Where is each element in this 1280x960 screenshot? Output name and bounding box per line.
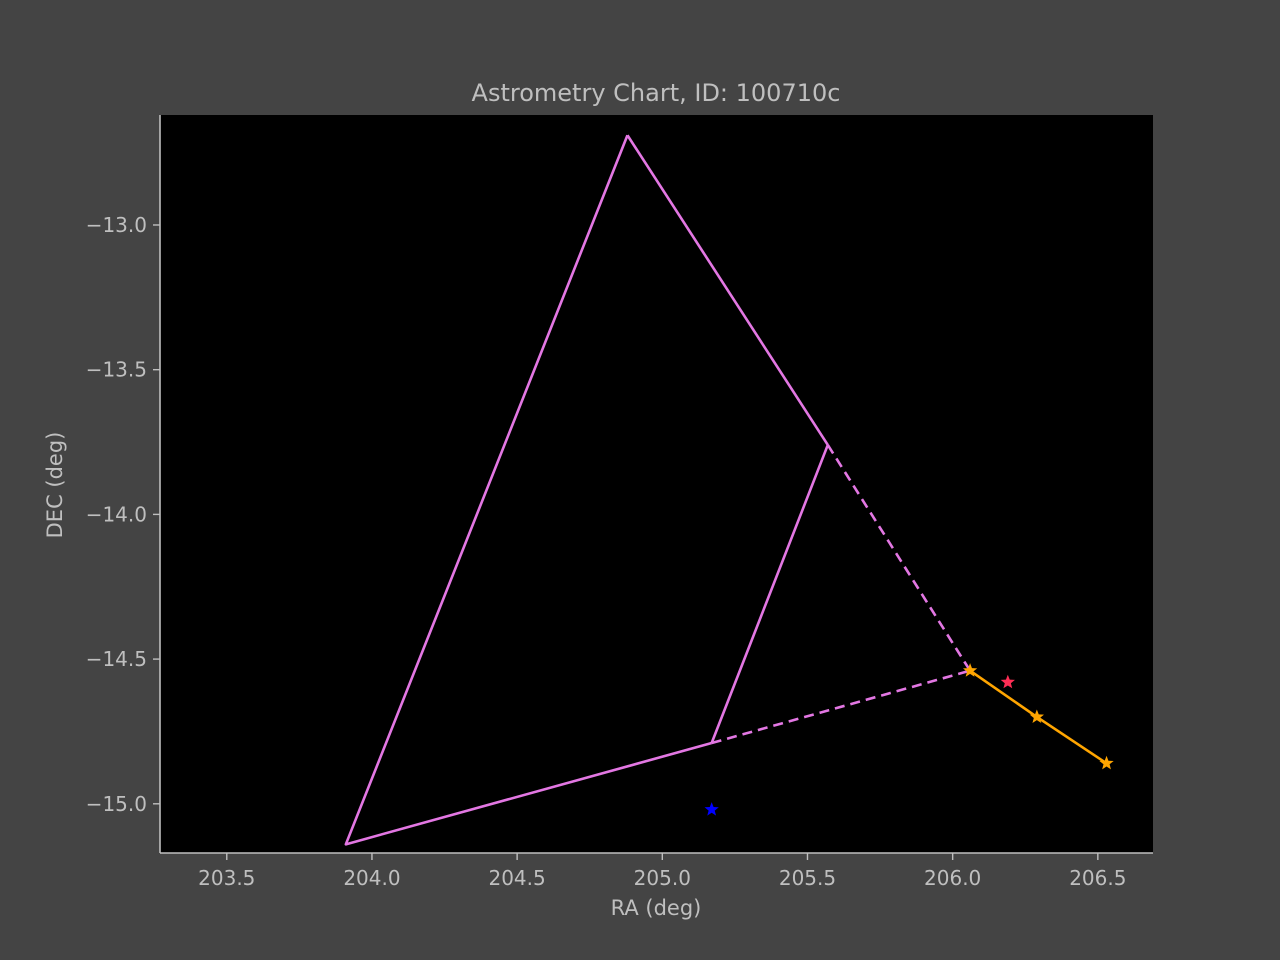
x-tick-label: 203.5 [198, 866, 255, 890]
series-line-3 [826, 444, 972, 672]
y-tick-label: −14.5 [86, 647, 147, 671]
x-tick-label: 206.5 [1069, 866, 1126, 890]
x-tick-label: 204.0 [343, 866, 400, 890]
marker-layer [704, 663, 1114, 816]
star-marker-6-0 [1000, 674, 1015, 689]
x-tick-label: 205.5 [779, 866, 836, 890]
y-tick-label: −13.0 [86, 213, 147, 237]
plot-area [160, 115, 1153, 853]
x-tick-label: 204.5 [488, 866, 545, 890]
y-tick-label: −13.5 [86, 358, 147, 382]
x-axis-label: RA (deg) [611, 896, 702, 920]
series-line-0 [626, 134, 829, 446]
series-line-4 [711, 669, 971, 745]
y-tick-label: −14.0 [86, 502, 147, 526]
y-tick-label: −15.0 [86, 792, 147, 816]
star-marker-7-0 [704, 802, 719, 816]
star-marker-5-1 [1029, 709, 1044, 724]
star-marker-5-2 [1099, 755, 1114, 770]
series-line-2 [344, 134, 713, 846]
chart-title: Astrometry Chart, ID: 100710c [472, 79, 841, 107]
x-tick-label: 206.0 [924, 866, 981, 890]
star-marker-5-0 [962, 663, 978, 677]
y-axis-ticks: −13.0 −13.5 −14.0 −14.5 −15.0 [86, 213, 160, 816]
y-axis-label: DEC (deg) [43, 432, 67, 539]
x-axis-ticks: 203.5 204.0 204.5 205.0 205.5 206.0 206.5 [198, 853, 1126, 890]
series-line-1 [710, 444, 830, 744]
x-tick-label: 205.0 [634, 866, 691, 890]
